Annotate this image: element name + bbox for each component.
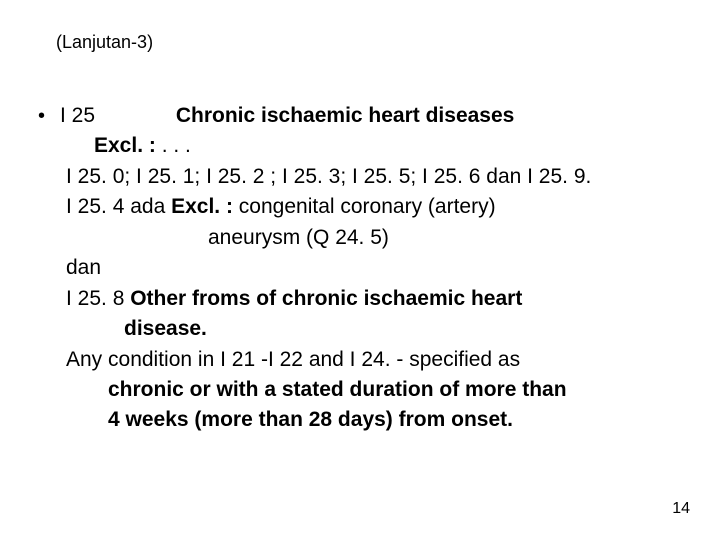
i254-line-2: aneurysm (Q 24. 5) xyxy=(38,223,678,253)
dan-line: dan xyxy=(38,253,678,283)
i258-title: Other froms of chronic ischaemic heart xyxy=(130,287,522,310)
i258-line-1: I 25. 8 Other froms of chronic ischaemic… xyxy=(38,284,678,314)
code-i25: I 25 xyxy=(60,101,170,131)
slide: (Lanjutan-3) • I 25 Chronic ischaemic he… xyxy=(0,0,720,540)
any-line-3: 4 weeks (more than 28 days) from onset. xyxy=(38,405,678,435)
i254-line-1: I 25. 4 ada Excl. : congenital coronary … xyxy=(38,192,678,222)
any-line-1: Any condition in I 21 -I 22 and I 24. - … xyxy=(38,345,678,375)
i254-excl-label: Excl. : xyxy=(171,195,233,218)
excl-dots: . . . xyxy=(156,134,191,157)
code-list-line: I 25. 0; I 25. 1; I 25. 2 ; I 25. 3; I 2… xyxy=(38,162,678,192)
i258-line-2: disease. xyxy=(38,314,678,344)
i254-prefix: I 25. 4 ada xyxy=(66,195,171,218)
bullet-line-title: • I 25 Chronic ischaemic heart diseases xyxy=(38,100,678,131)
bullet-dot-icon: • xyxy=(38,100,60,131)
any-line-2: chronic or with a stated duration of mor… xyxy=(38,375,678,405)
i254-tail: congenital coronary (artery) xyxy=(233,195,496,218)
slide-body: • I 25 Chronic ischaemic heart diseases … xyxy=(38,100,678,436)
excl-line: Excl. : . . . xyxy=(38,131,678,161)
continuation-header: (Lanjutan-3) xyxy=(56,32,153,53)
disease-title: Chronic ischaemic heart diseases xyxy=(176,104,515,127)
i258-code: I 25. 8 xyxy=(66,287,130,310)
page-number: 14 xyxy=(672,500,690,518)
excl-label: Excl. : xyxy=(94,134,156,157)
title-line: I 25 Chronic ischaemic heart diseases xyxy=(60,101,514,131)
